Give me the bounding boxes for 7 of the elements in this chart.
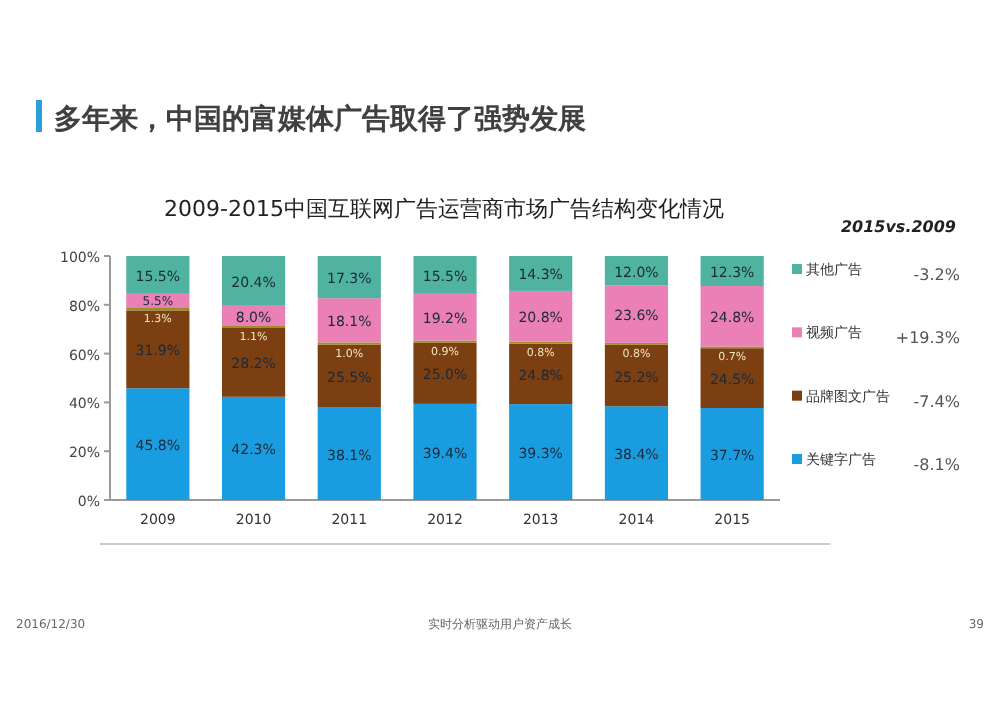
text: -3.2% [913, 266, 961, 284]
chart-subtitle: 2009-2015中国互联网广告运营商市场广告结构变化情况 [164, 196, 724, 222]
chart-title: 多年来，中国的富媒体广告取得了强势发展 [54, 102, 586, 136]
text: -8.1% [913, 456, 961, 474]
text: +19.3% [895, 329, 961, 348]
text: -7.4% [913, 392, 961, 411]
text: 2015vs.2009 [840, 218, 957, 236]
